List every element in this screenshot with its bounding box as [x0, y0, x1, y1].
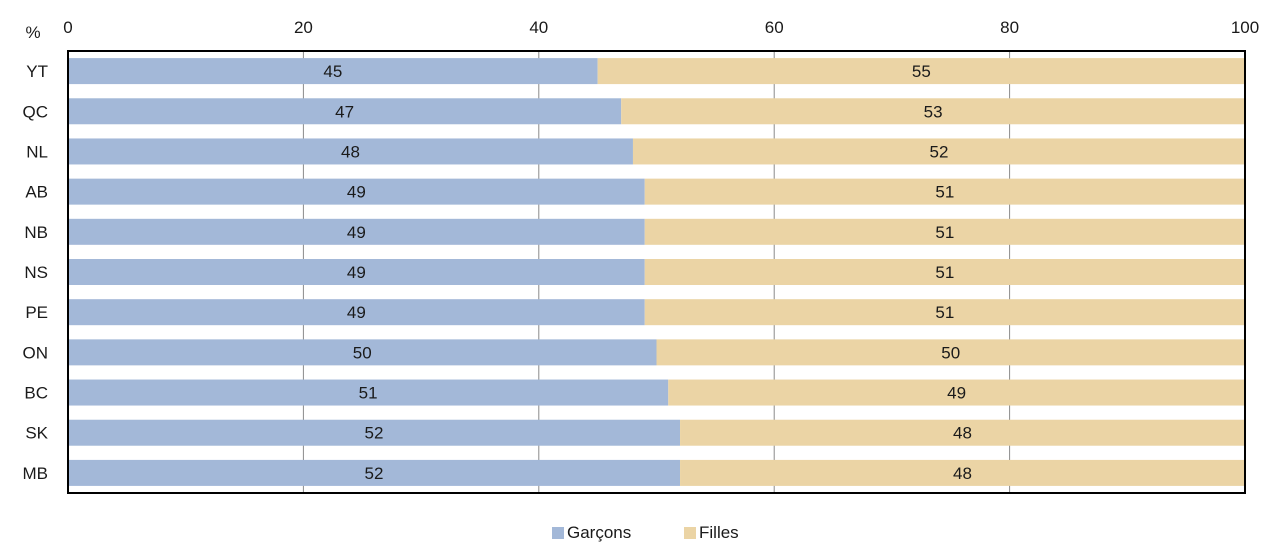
x-axis-ticks: 0 20 40 60 80 100 — [63, 18, 1259, 37]
bar-segment — [68, 419, 681, 446]
data-label: 55 — [912, 62, 931, 81]
x-tick-label: 20 — [294, 18, 313, 37]
data-label: 47 — [335, 102, 354, 121]
bar-segment — [68, 138, 633, 165]
data-label: 52 — [365, 424, 384, 443]
data-label: 52 — [365, 464, 384, 483]
data-label: 50 — [353, 343, 372, 362]
x-tick-label: 40 — [529, 18, 548, 37]
category-label: NS — [24, 263, 48, 282]
legend: Garçons Filles — [552, 523, 739, 542]
bar-segment — [621, 98, 1245, 125]
category-label: ON — [23, 343, 49, 362]
bar-segment — [644, 178, 1245, 205]
bar-segment — [656, 339, 1245, 366]
bar-segment — [668, 379, 1245, 406]
bar-segment — [680, 459, 1245, 486]
data-label: 51 — [359, 384, 378, 403]
x-tick-label: 60 — [765, 18, 784, 37]
data-label: 48 — [953, 464, 972, 483]
bar-segment — [680, 419, 1245, 446]
data-label: 50 — [941, 343, 960, 362]
data-label: 49 — [347, 183, 366, 202]
data-label: 49 — [347, 223, 366, 242]
category-label: AB — [25, 183, 48, 202]
bar-segment — [644, 218, 1245, 245]
data-label: 49 — [947, 384, 966, 403]
bar-segment — [644, 299, 1245, 326]
legend-swatch — [684, 527, 696, 539]
data-label: 49 — [347, 303, 366, 322]
bar-segment — [68, 379, 669, 406]
bar-segment — [68, 178, 645, 205]
category-labels: YT QC NL AB NB NS PE ON BC SK MB — [23, 62, 49, 483]
bar-segment — [68, 459, 681, 486]
data-label: 51 — [935, 183, 954, 202]
bar-segment — [68, 58, 598, 85]
unit-label: % — [25, 23, 40, 42]
bar-segment — [68, 259, 645, 285]
plot-frame — [67, 50, 1246, 494]
data-label: 51 — [935, 303, 954, 322]
data-label: 49 — [347, 263, 366, 282]
data-label: 48 — [341, 142, 360, 161]
category-label: NB — [24, 223, 48, 242]
bar-segment — [68, 299, 645, 326]
category-label: MB — [23, 464, 49, 483]
bar-segment — [632, 138, 1245, 165]
category-label: BC — [24, 384, 48, 403]
legend-label: Filles — [699, 523, 739, 542]
category-label: SK — [25, 424, 48, 443]
bar-segment — [68, 218, 645, 245]
legend-label: Garçons — [567, 523, 631, 542]
x-tick-label: 100 — [1231, 18, 1259, 37]
data-label: 51 — [935, 263, 954, 282]
x-tick-label: 0 — [63, 18, 72, 37]
x-tick-label: 80 — [1000, 18, 1019, 37]
bar-segment — [644, 259, 1245, 285]
category-label: NL — [26, 142, 48, 161]
data-label: 52 — [930, 142, 949, 161]
data-label: 45 — [323, 62, 342, 81]
data-label: 53 — [924, 102, 943, 121]
data-label: 51 — [935, 223, 954, 242]
category-label: YT — [26, 62, 48, 81]
category-label: QC — [23, 102, 49, 121]
bar-segment — [68, 98, 622, 125]
bars: 45 55 47 53 48 52 49 51 49 51 49 51 49 51 50 50 51 49 52 48… — [68, 58, 1245, 486]
category-label: PE — [25, 303, 48, 322]
bar-segment — [597, 58, 1245, 85]
data-label: 48 — [953, 424, 972, 443]
legend-swatch — [552, 527, 564, 539]
bar-segment — [68, 339, 657, 366]
